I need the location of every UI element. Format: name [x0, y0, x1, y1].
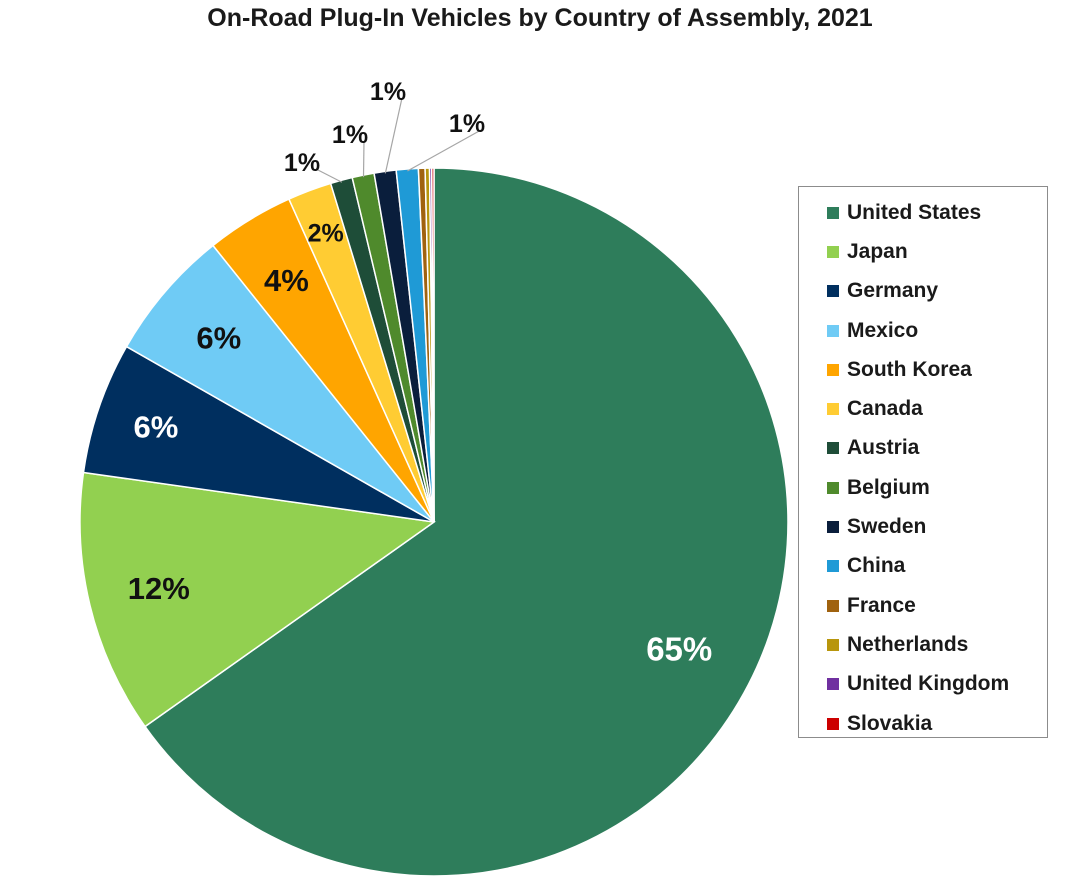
legend-item-slovakia: Slovakia: [799, 704, 1047, 743]
data-label-south-korea: 4%: [264, 263, 309, 298]
legend-label: Japan: [847, 239, 908, 263]
legend-label: Austria: [847, 436, 920, 460]
legend-swatch: [827, 560, 839, 573]
legend-item-france: France: [799, 586, 1047, 625]
legend-swatch: [827, 285, 839, 298]
data-label-china: 1%: [449, 110, 485, 138]
legend-item-united-states: United States: [799, 193, 1047, 232]
legend-item-china: China: [799, 547, 1047, 586]
legend-item-germany: Germany: [799, 272, 1047, 311]
legend-swatch: [827, 403, 839, 416]
legend-label: China: [847, 554, 906, 578]
data-label-sweden: 1%: [370, 78, 406, 106]
legend-swatch: [827, 442, 839, 455]
legend-label: Netherlands: [847, 632, 969, 656]
legend-item-sweden: Sweden: [799, 507, 1047, 546]
legend-swatch: [827, 206, 839, 219]
legend-swatch: [827, 521, 839, 534]
legend-label: Mexico: [847, 318, 919, 342]
legend-swatch: [827, 363, 839, 376]
legend-item-canada: Canada: [799, 389, 1047, 428]
data-label-mexico: 6%: [196, 320, 241, 355]
legend-swatch: [827, 717, 839, 730]
pie-slice-japan: [79, 471, 436, 728]
legend-item-south-korea: South Korea: [799, 350, 1047, 389]
leader-line-china: [407, 129, 482, 172]
pie-slice-united-states: [144, 167, 789, 877]
pie-slice-mexico: [125, 244, 435, 523]
legend-label: France: [847, 593, 916, 617]
leader-line-belgium: [362, 140, 365, 178]
legend-swatch: [827, 638, 839, 651]
legend-label: Canada: [847, 397, 923, 421]
chart-title: On-Road Plug-In Vehicles by Country of A…: [207, 4, 873, 32]
legend-swatch: [827, 324, 839, 337]
legend-swatch: [827, 245, 839, 258]
legend-item-japan: Japan: [799, 232, 1047, 271]
legend-item-netherlands: Netherlands: [799, 625, 1047, 664]
legend-swatch: [827, 599, 839, 612]
leader-line-sweden: [384, 97, 403, 174]
legend-label: Belgium: [847, 475, 930, 499]
data-label-united-states: 65%: [646, 630, 712, 667]
data-label-germany: 6%: [134, 409, 179, 444]
pie-slice-slovakia: [431, 167, 435, 523]
legend-item-united-kingdom: United Kingdom: [799, 665, 1047, 704]
data-label-canada: 2%: [308, 220, 344, 248]
data-label-japan: 12%: [128, 571, 190, 606]
legend-label: Sweden: [847, 515, 927, 539]
legend-label: United States: [847, 200, 982, 224]
leader-line-austria: [315, 168, 343, 183]
pie-slice-germany: [82, 345, 435, 523]
legend-item-mexico: Mexico: [799, 311, 1047, 350]
legend-swatch: [827, 481, 839, 494]
data-labels: 65%12%6%6%4%2%1%1%1%1%: [128, 78, 713, 667]
legend-item-belgium: Belgium: [799, 468, 1047, 507]
pie-slices: [79, 167, 789, 877]
legend-item-austria: Austria: [799, 429, 1047, 468]
legend-label: Slovakia: [847, 711, 933, 735]
legend-label: United Kingdom: [847, 672, 1010, 696]
leader-lines: [315, 97, 482, 183]
data-label-belgium: 1%: [332, 121, 368, 149]
legend: United States Japan Germany Mexico South Kor…: [798, 186, 1048, 738]
legend-label: Germany: [847, 279, 939, 303]
legend-swatch: [827, 678, 839, 691]
data-label-austria: 1%: [284, 149, 320, 177]
legend-label: South Korea: [847, 357, 972, 381]
